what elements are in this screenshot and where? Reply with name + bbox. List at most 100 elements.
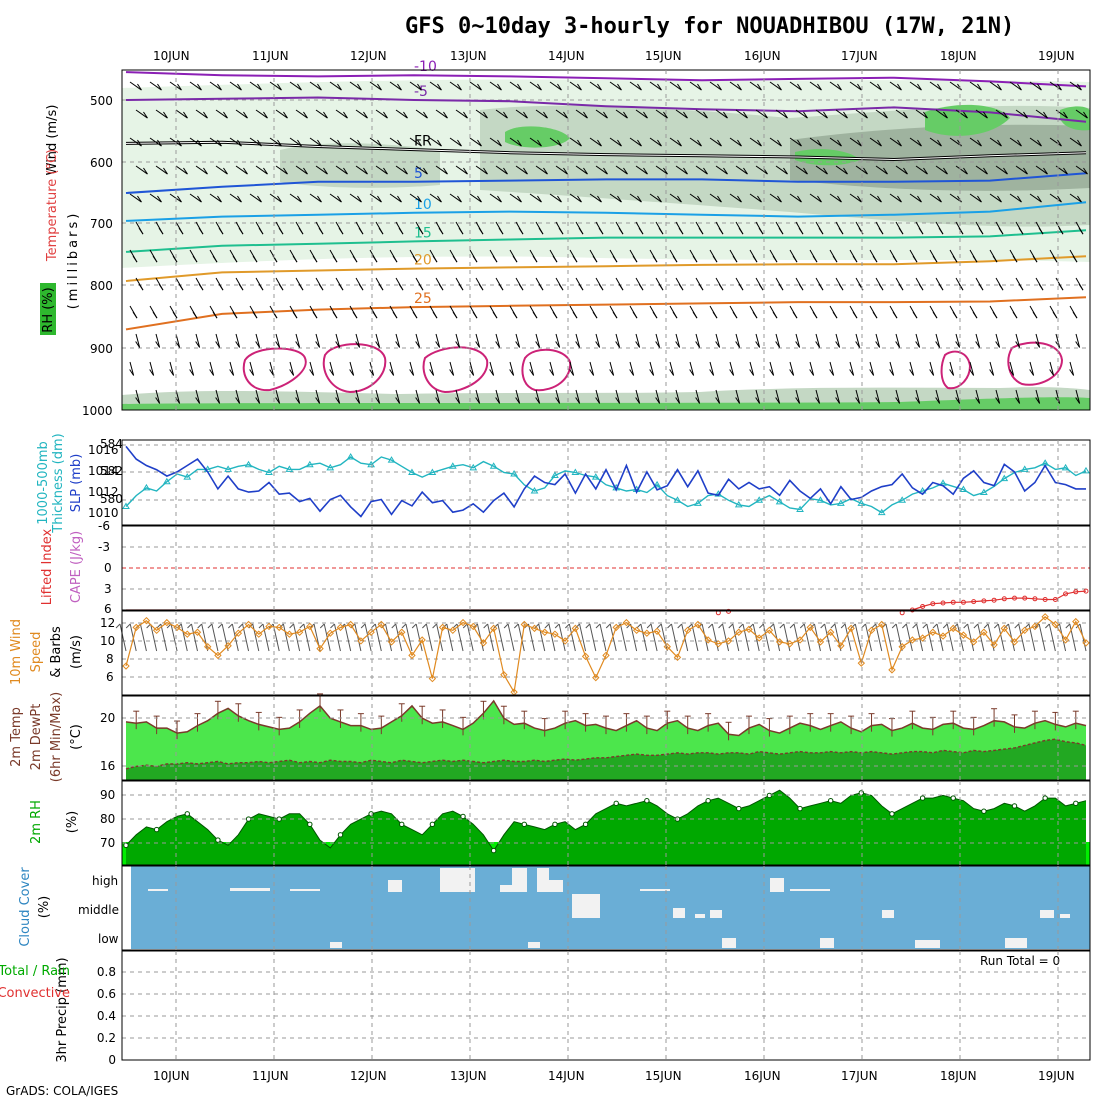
wind-marker bbox=[122, 662, 130, 670]
wind-barb bbox=[449, 137, 462, 147]
temp-minmax bbox=[664, 710, 671, 730]
temp-minmax bbox=[848, 715, 855, 735]
cloud-mid-2 bbox=[673, 908, 685, 918]
wind-barb bbox=[389, 81, 402, 91]
temp-minmax bbox=[603, 715, 609, 735]
cloud-low-4 bbox=[820, 938, 834, 948]
wind-barb bbox=[189, 81, 202, 91]
wind-barb bbox=[775, 333, 781, 348]
wind-barb bbox=[955, 333, 961, 348]
wind-barb bbox=[789, 249, 798, 263]
upper-air-grid bbox=[122, 99, 1090, 349]
rh-marker bbox=[858, 790, 865, 796]
wind-barb bbox=[335, 221, 344, 235]
wind-barb bbox=[189, 193, 202, 203]
wind-barb bbox=[1029, 361, 1035, 376]
wind-marker bbox=[990, 641, 998, 649]
thickness-marker bbox=[224, 465, 233, 472]
wind-barb bbox=[869, 137, 882, 147]
wind-barb bbox=[435, 221, 444, 235]
wind-barb bbox=[995, 109, 1008, 119]
precip-tick-0: 0 bbox=[108, 1053, 116, 1067]
temp-minmax bbox=[970, 716, 977, 736]
wind-barb bbox=[895, 109, 908, 119]
temp-label-2: 2m DewPt bbox=[29, 704, 44, 771]
thickness-marker bbox=[1082, 466, 1090, 474]
wind-barb bbox=[169, 361, 175, 376]
wind-barb bbox=[729, 193, 742, 203]
wind-barb bbox=[709, 193, 722, 203]
wind-barb bbox=[795, 109, 808, 119]
cloud-high-5 bbox=[440, 868, 475, 892]
cloud-high-9 bbox=[548, 880, 563, 892]
upper-air-frame bbox=[121, 69, 1091, 411]
temp-minmax bbox=[623, 713, 630, 732]
wind-marker bbox=[632, 626, 641, 635]
cloud-tick-middle: middle bbox=[78, 903, 119, 917]
wind-marker bbox=[765, 626, 774, 635]
wind-barb bbox=[615, 333, 621, 348]
surface-barb bbox=[330, 623, 341, 652]
temp-minmax bbox=[541, 718, 548, 737]
wind-marker bbox=[561, 637, 569, 645]
wind-marker bbox=[673, 653, 682, 662]
surface-barb bbox=[891, 623, 903, 652]
cloud-low-boxes bbox=[330, 938, 1027, 948]
wind-barb bbox=[755, 277, 764, 291]
cloud-mid-7 bbox=[1060, 914, 1070, 918]
wind-barb bbox=[229, 361, 235, 376]
rh-marker bbox=[797, 805, 803, 812]
wind-barb bbox=[935, 165, 948, 175]
wind-barb bbox=[175, 109, 188, 119]
rh-surface-green bbox=[122, 397, 1090, 410]
wind-marker bbox=[142, 616, 151, 625]
wind-barb bbox=[975, 277, 984, 291]
rh2m-unit-label: (%) bbox=[65, 811, 80, 834]
temp-minmax bbox=[1031, 710, 1038, 730]
wind-marker bbox=[653, 627, 661, 635]
wind-barb bbox=[549, 249, 558, 263]
wind-marker bbox=[1041, 613, 1049, 621]
wind-barb bbox=[875, 221, 884, 235]
wind-barb bbox=[895, 277, 904, 291]
wind-barb bbox=[355, 333, 361, 348]
wind-barb bbox=[955, 165, 968, 175]
cloud-high-10 bbox=[770, 878, 784, 892]
wind-barb bbox=[529, 193, 542, 203]
temp-minmax bbox=[745, 715, 752, 735]
wind-marker bbox=[714, 640, 723, 648]
surface-barb bbox=[912, 623, 924, 652]
surface-barb bbox=[789, 623, 801, 652]
surface-barb bbox=[422, 623, 433, 652]
wind-barb bbox=[835, 221, 844, 235]
wind-barb bbox=[569, 81, 582, 91]
temperature-axis-label: Temperature (°C) bbox=[45, 149, 60, 262]
temp-minmax bbox=[521, 710, 528, 730]
rh-mid-band-west bbox=[280, 143, 440, 188]
wind-barb bbox=[469, 137, 482, 147]
thickness-marker bbox=[775, 497, 784, 505]
temp-minmax bbox=[684, 715, 691, 735]
wind-marker bbox=[234, 629, 243, 637]
wind-barb bbox=[769, 81, 782, 91]
wind-barb bbox=[489, 81, 502, 91]
precip-tick-0.2: 0.2 bbox=[97, 1031, 116, 1045]
wind-barb bbox=[909, 305, 918, 319]
wind-barb bbox=[429, 137, 442, 147]
bottom-tick-13jun: 13JUN bbox=[450, 1069, 487, 1083]
wind-barb bbox=[195, 109, 208, 119]
wind-barb bbox=[229, 249, 238, 263]
wind-barb bbox=[235, 165, 248, 175]
wind-barb bbox=[389, 305, 398, 319]
wind-marker bbox=[898, 643, 906, 651]
wind-barb bbox=[749, 81, 762, 91]
wind-barb bbox=[395, 333, 401, 348]
wind-barb bbox=[769, 361, 775, 376]
wind-barb bbox=[635, 221, 644, 235]
wind-barb bbox=[215, 389, 221, 404]
temp-tick-16: 16 bbox=[100, 759, 115, 773]
wind-barb bbox=[715, 333, 721, 348]
wind-barb bbox=[655, 389, 661, 404]
wind-barb bbox=[595, 333, 601, 348]
cloud-low-6 bbox=[1005, 938, 1027, 948]
